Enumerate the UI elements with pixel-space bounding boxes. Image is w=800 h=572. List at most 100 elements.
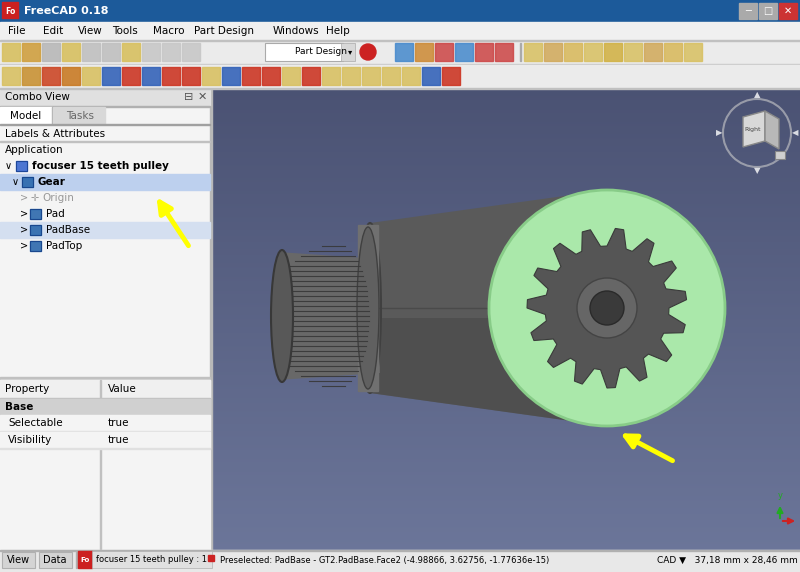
Bar — [211, 475, 800, 476]
Bar — [211, 516, 800, 517]
Bar — [211, 392, 800, 393]
Bar — [0, 377, 210, 380]
Bar — [142, 43, 160, 61]
Bar — [211, 154, 800, 155]
Bar — [211, 320, 800, 321]
Bar — [211, 276, 800, 277]
Bar — [211, 424, 800, 425]
Bar — [211, 282, 800, 283]
Bar — [211, 143, 800, 144]
Bar — [211, 286, 800, 287]
Bar — [211, 129, 800, 130]
Bar — [211, 439, 800, 440]
Bar — [211, 318, 800, 319]
Bar — [211, 400, 800, 401]
Bar — [211, 448, 800, 449]
Text: Right: Right — [745, 126, 762, 132]
Bar — [211, 442, 800, 443]
Bar — [211, 446, 800, 447]
Text: View: View — [78, 26, 102, 36]
Circle shape — [577, 278, 637, 338]
Polygon shape — [370, 318, 607, 426]
Bar — [211, 126, 800, 127]
Bar — [211, 283, 800, 284]
Bar — [211, 466, 800, 467]
Bar — [211, 372, 800, 373]
Bar — [0, 550, 800, 551]
Bar — [624, 43, 642, 61]
Bar — [211, 471, 800, 472]
Bar — [211, 515, 800, 516]
Bar — [211, 271, 800, 272]
Bar — [211, 308, 800, 309]
Bar — [211, 350, 800, 351]
Bar — [211, 185, 800, 186]
Bar — [211, 531, 800, 532]
Bar — [211, 225, 800, 226]
Bar — [211, 116, 800, 117]
Bar — [211, 191, 800, 192]
Bar — [0, 65, 800, 88]
Bar — [211, 438, 800, 439]
Bar — [211, 306, 800, 307]
Bar — [211, 147, 800, 148]
Bar — [211, 221, 800, 222]
Bar — [524, 43, 542, 61]
Bar — [211, 258, 800, 259]
Bar — [442, 67, 460, 85]
Bar — [211, 94, 800, 95]
Text: ◀: ◀ — [792, 129, 798, 137]
Bar — [211, 313, 800, 314]
Bar — [211, 252, 800, 253]
Bar — [211, 409, 800, 410]
Bar — [211, 445, 800, 446]
Text: Edit: Edit — [43, 26, 63, 36]
Bar — [211, 484, 800, 485]
Bar — [211, 238, 800, 239]
Bar — [211, 218, 800, 219]
Bar — [211, 195, 800, 196]
Bar — [211, 278, 800, 279]
Bar — [211, 457, 800, 458]
Bar — [644, 43, 662, 61]
Bar — [211, 173, 800, 174]
Bar — [62, 43, 80, 61]
Bar — [211, 548, 800, 549]
Text: >: > — [20, 193, 28, 203]
Bar — [211, 423, 800, 424]
Text: Labels & Attributes: Labels & Attributes — [5, 129, 105, 139]
Text: ⊟: ⊟ — [184, 92, 194, 102]
Bar — [53, 107, 105, 124]
Text: >: > — [20, 225, 28, 235]
Bar — [211, 479, 800, 480]
Bar — [211, 326, 800, 327]
Bar — [211, 177, 800, 178]
Bar — [211, 480, 800, 481]
Bar — [211, 132, 800, 133]
Bar — [211, 303, 800, 304]
Text: Application: Application — [5, 145, 64, 155]
Bar — [211, 382, 800, 383]
Bar — [211, 285, 800, 286]
Bar — [211, 104, 800, 105]
Bar — [211, 323, 800, 324]
Bar — [182, 67, 200, 85]
Text: Fo: Fo — [80, 557, 90, 563]
Bar — [211, 363, 800, 364]
Bar — [211, 176, 800, 177]
Bar — [211, 294, 800, 295]
Bar — [211, 489, 800, 490]
Bar — [211, 160, 800, 161]
Bar — [211, 175, 800, 176]
Bar — [211, 224, 800, 225]
Bar — [211, 418, 800, 419]
Bar — [211, 180, 800, 181]
Bar — [211, 395, 800, 396]
Bar — [211, 264, 800, 265]
Bar — [211, 503, 800, 504]
Bar — [211, 168, 800, 169]
Bar — [102, 43, 120, 61]
Bar — [211, 90, 800, 91]
Bar — [211, 234, 800, 235]
Bar — [0, 448, 210, 449]
